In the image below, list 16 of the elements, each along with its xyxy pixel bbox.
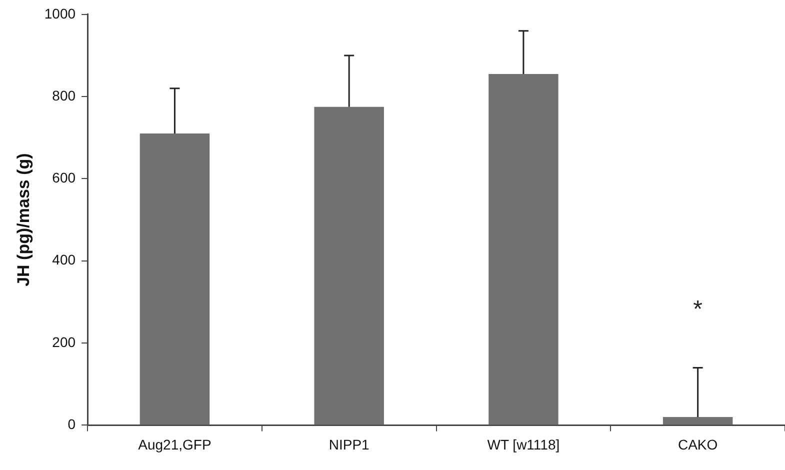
y-tick-label: 200 <box>52 334 76 350</box>
bar <box>314 106 384 425</box>
y-tick-label: 600 <box>52 170 76 186</box>
y-tick-label: 400 <box>52 252 76 268</box>
y-axis-title: JH (pg)/mass (g) <box>14 153 33 286</box>
y-tick-label: 1000 <box>44 5 76 22</box>
y-tick-label: 0 <box>68 416 76 432</box>
x-tick-label: Aug21,GFP <box>138 436 212 452</box>
bar <box>662 416 733 425</box>
annotation: * <box>693 296 702 323</box>
x-tick-label: NIPP1 <box>328 436 370 452</box>
y-tick-label: 800 <box>52 87 76 104</box>
bar <box>488 74 558 425</box>
x-tick-label: CAKO <box>678 436 718 452</box>
bar <box>140 134 210 425</box>
x-tick-label: WT [w1118] <box>487 436 560 452</box>
